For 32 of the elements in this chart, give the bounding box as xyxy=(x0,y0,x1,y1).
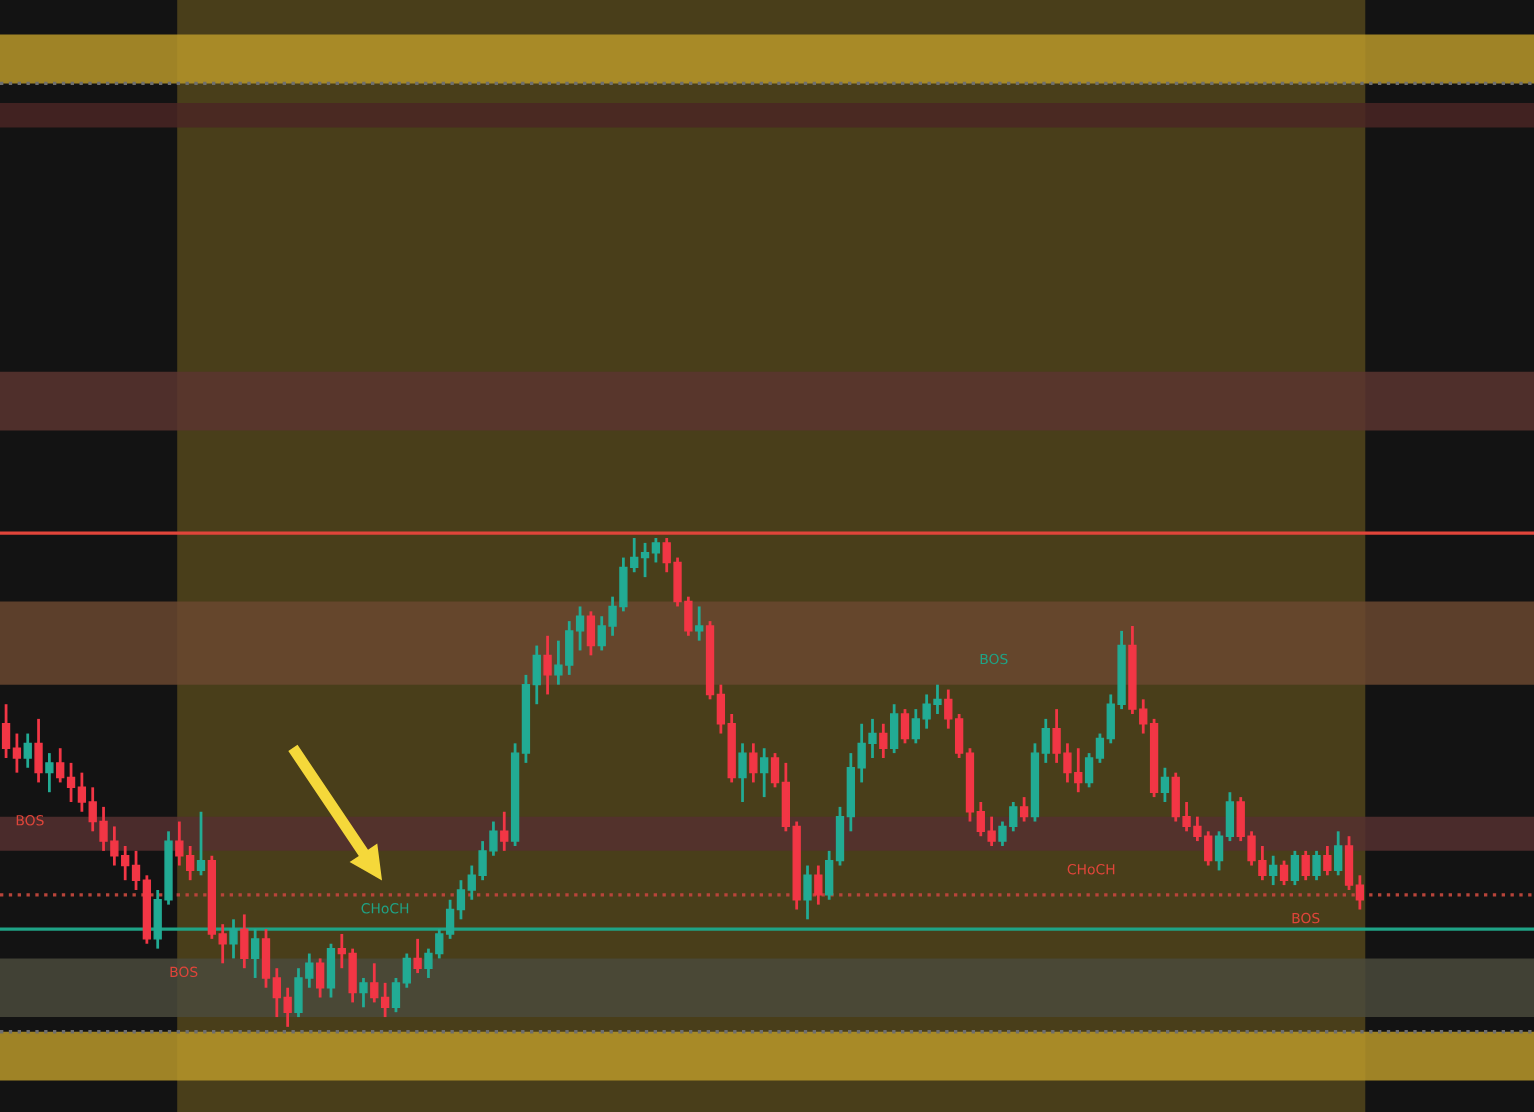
candlestick xyxy=(543,634,552,696)
candlestick xyxy=(500,810,509,853)
candlestick xyxy=(1334,829,1343,877)
candlestick xyxy=(229,917,238,960)
candlestick xyxy=(803,864,812,921)
candlestick xyxy=(586,609,596,657)
candlestick xyxy=(1019,795,1029,823)
candlestick xyxy=(749,741,758,784)
candlestick xyxy=(326,942,336,999)
candlestick xyxy=(315,957,325,999)
candlestick xyxy=(1301,849,1310,882)
candlestick xyxy=(900,707,910,745)
candlestick xyxy=(23,732,32,770)
candlestick xyxy=(1290,849,1300,887)
candlestick xyxy=(1279,859,1289,887)
candlestick xyxy=(889,702,899,755)
candlestick xyxy=(196,810,206,877)
candlestick xyxy=(251,927,260,980)
candlestick xyxy=(1269,854,1278,887)
candlestick xyxy=(738,741,747,804)
candlestick xyxy=(1312,849,1321,882)
candlestick xyxy=(359,976,368,1009)
candlestick xyxy=(240,913,249,970)
candlestick xyxy=(1323,844,1332,877)
candlestick xyxy=(413,937,422,975)
candlestick xyxy=(45,751,54,794)
candlestick xyxy=(879,722,888,760)
candlestick xyxy=(695,605,704,643)
candlestick xyxy=(760,746,769,799)
candlestick xyxy=(1160,766,1170,804)
candlestick xyxy=(814,864,823,907)
candlestick xyxy=(34,717,43,784)
